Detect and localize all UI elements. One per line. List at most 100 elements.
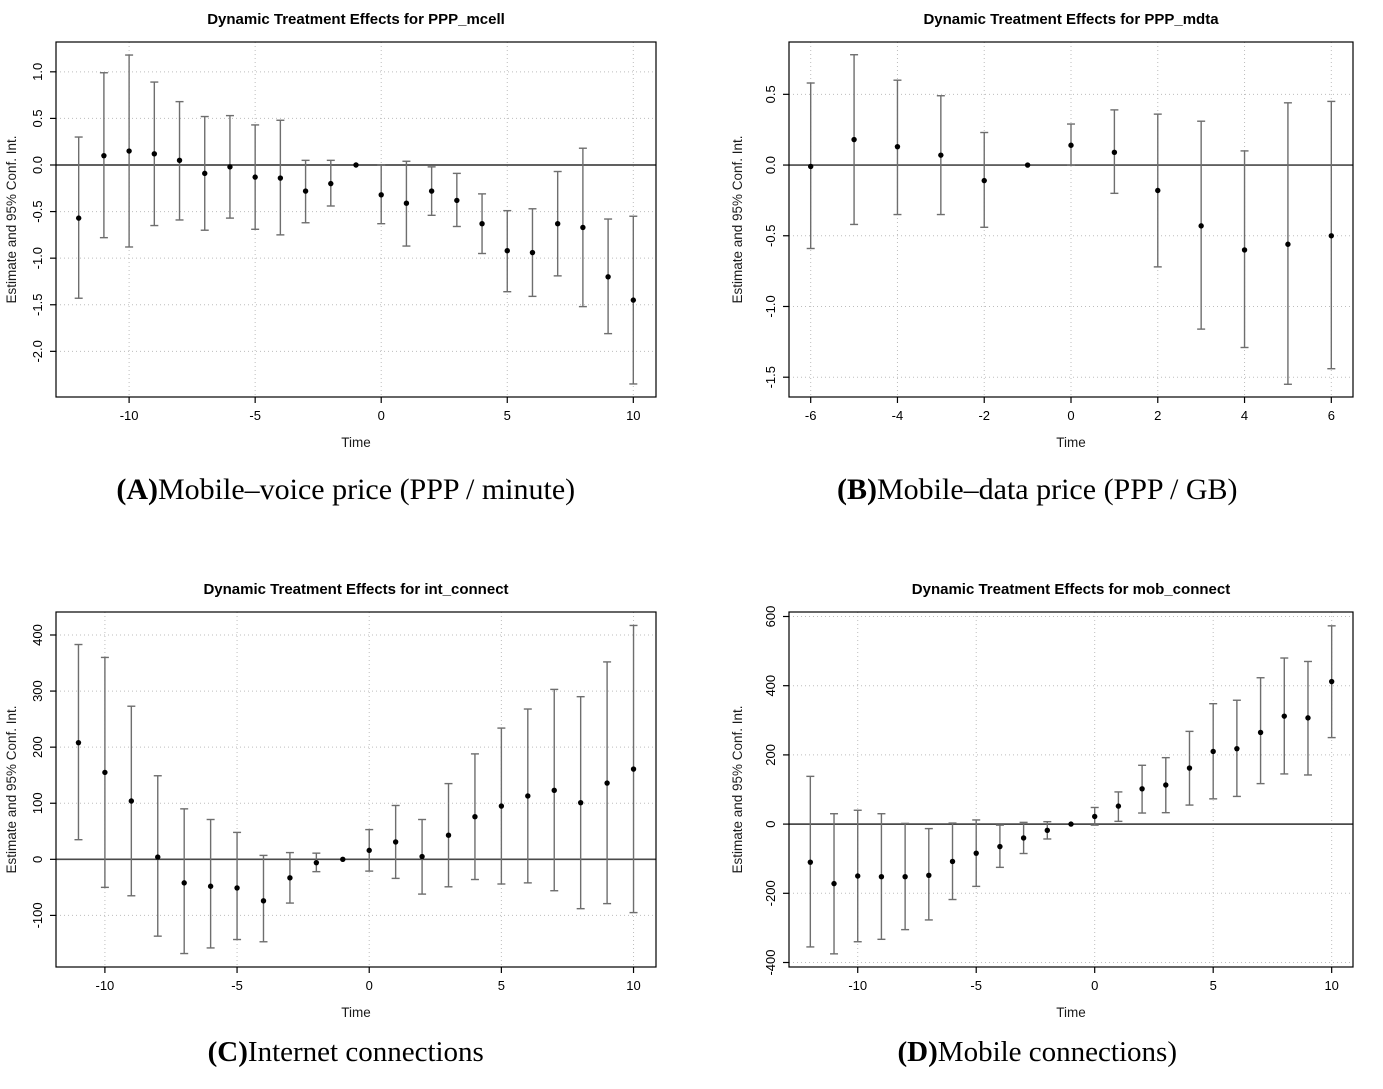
- data-point: [937, 152, 944, 158]
- plot-box: [55, 611, 657, 968]
- y-tick-label: 200: [30, 736, 45, 758]
- data-point: [630, 766, 637, 772]
- x-tick-label: 0: [378, 408, 385, 423]
- data-point: [1281, 713, 1287, 719]
- data-point: [1233, 745, 1240, 752]
- x-tick-label: 10: [626, 408, 640, 423]
- data-point: [1162, 782, 1168, 788]
- data-point: [366, 847, 372, 854]
- data-point: [498, 803, 505, 809]
- data-point: [1091, 813, 1097, 820]
- y-tick-label: 0.0: [763, 156, 778, 174]
- caption-c-label: (C): [207, 1036, 248, 1068]
- data-point: [577, 799, 584, 806]
- x-tick-label: 0: [1067, 408, 1074, 423]
- data-point: [328, 180, 334, 187]
- y-tick-label: -2.0: [30, 340, 45, 362]
- y-axis-label: Estimate and 95% Conf. Int.: [4, 135, 19, 303]
- y-tick-label: -0.5: [763, 225, 778, 247]
- caption-d-label: (D): [897, 1036, 938, 1068]
- data-point: [551, 787, 557, 794]
- data-point: [428, 188, 435, 194]
- y-tick-label: -0.5: [30, 200, 45, 222]
- caption-b-text: Mobile–data price (PPP / GB): [876, 473, 1238, 506]
- panel-b-cell: -6 -4 -2 0 2 4 6 0.5 0.0 -0.5 -1.0 -1.5 Dynamic Trea…: [691, 0, 1383, 460]
- x-axis-label: Time: [1056, 435, 1086, 450]
- y-tick-label: 200: [763, 744, 778, 766]
- y-tick-label: -400: [763, 949, 778, 975]
- data-point: [1328, 233, 1334, 239]
- data-point: [302, 188, 309, 194]
- y-axis-label: Estimate and 95% Conf. Int.: [4, 705, 19, 873]
- data-point: [419, 853, 425, 860]
- x-tick-label: 10: [1324, 978, 1338, 993]
- x-tick-label: 6: [1327, 408, 1334, 423]
- x-tick-label: -6: [804, 408, 816, 423]
- data-point: [1154, 187, 1160, 194]
- caption-c: (C) Internet connections: [0, 1030, 692, 1089]
- data-point: [925, 872, 932, 879]
- data-point: [1197, 223, 1204, 229]
- x-tick-label: -5: [249, 408, 261, 423]
- caption-c-text: Internet connections: [247, 1036, 484, 1068]
- data-point: [75, 739, 82, 746]
- y-tick-label: 1.0: [30, 63, 45, 81]
- chart-ppp-mcell: -10 -5 0 5 10 1.0 0.5 0.0 -0.5 -1.0 -1.5 -2.0 Dynami…: [0, 0, 691, 460]
- data-point: [604, 780, 610, 786]
- data-point: [1138, 786, 1145, 792]
- x-tick-label: 0: [1091, 978, 1098, 993]
- data-point: [176, 157, 183, 164]
- panel-background: [691, 0, 1383, 460]
- data-point: [605, 274, 611, 280]
- panel-a-cell: -10 -5 0 5 10 1.0 0.5 0.0 -0.5 -1.0 -1.5 -2.0 Dynami…: [0, 0, 692, 460]
- chart-ppp-mdta: -6 -4 -2 0 2 4 6 0.5 0.0 -0.5 -1.0 -1.5 Dynamic Trea…: [691, 0, 1383, 460]
- data-point: [973, 850, 979, 856]
- data-point: [202, 170, 208, 177]
- data-point: [554, 220, 561, 227]
- data-point: [529, 249, 536, 256]
- data-point: [102, 769, 108, 776]
- data-point: [392, 839, 399, 845]
- data-point: [252, 174, 258, 180]
- y-tick-label: -100: [30, 902, 45, 928]
- caption-d-text: Mobile connections): [937, 1036, 1177, 1068]
- x-axis-label: Time: [341, 435, 371, 450]
- panel-c-cell: -10 -5 0 5 10 400 300 200 100 0 -100 Dynamic Treatm…: [0, 570, 692, 1030]
- x-axis-label: Time: [1056, 1005, 1086, 1020]
- x-axis-label: Time: [341, 1005, 371, 1020]
- data-point: [277, 175, 284, 181]
- data-point: [807, 163, 813, 170]
- data-point: [981, 177, 987, 184]
- caption-d: (D) Mobile connections): [692, 1030, 1383, 1089]
- data-point: [454, 197, 460, 204]
- data-point: [1209, 748, 1216, 755]
- data-point: [128, 798, 135, 804]
- x-tick-label: -5: [231, 978, 243, 993]
- x-tick-label: 5: [498, 978, 505, 993]
- data-point: [155, 854, 161, 860]
- chart-title: Dynamic Treatment Effects for int_connec…: [203, 581, 508, 598]
- y-tick-label: -1.5: [763, 366, 778, 388]
- data-point: [878, 873, 884, 880]
- plot-box: [787, 611, 1354, 968]
- y-tick-label: -1.0: [763, 295, 778, 317]
- data-point: [1111, 149, 1117, 156]
- data-point: [234, 885, 240, 891]
- y-tick-label: 0: [30, 856, 45, 863]
- data-point: [151, 151, 158, 157]
- data-point: [1328, 678, 1334, 685]
- data-point: [1067, 821, 1074, 827]
- data-point: [75, 215, 82, 221]
- x-tick-label: 0: [366, 978, 373, 993]
- data-point: [949, 858, 955, 865]
- chart-mob-connect: -10 -5 0 5 10 600 400 200 0 -200 -400 Dynamic Treat…: [691, 570, 1383, 1030]
- data-point: [313, 859, 320, 866]
- y-tick-label: 0.0: [30, 156, 45, 174]
- x-tick-label: 4: [1240, 408, 1247, 423]
- data-point: [1115, 803, 1121, 809]
- data-point: [525, 793, 531, 799]
- y-tick-label: 400: [763, 675, 778, 697]
- data-point: [1020, 835, 1026, 841]
- x-tick-label: -10: [848, 978, 867, 993]
